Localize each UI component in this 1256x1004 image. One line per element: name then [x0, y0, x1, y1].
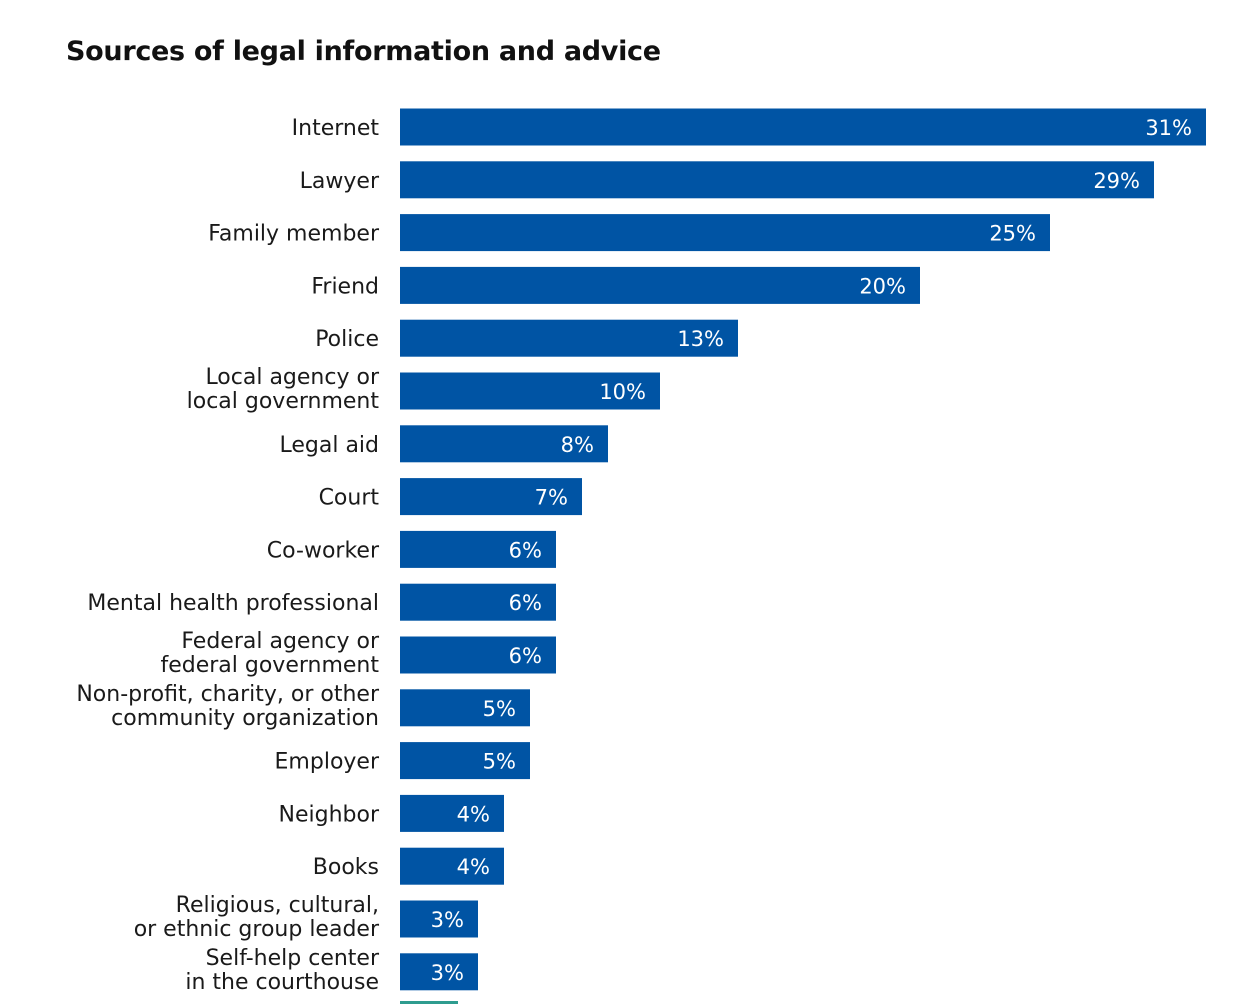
category-label-self-help-center-in-the-courthouse-line-2: in the courthouse	[185, 970, 379, 995]
bar-religious-cultural-or-ethnic-group-leader	[400, 900, 478, 938]
value-label-internet: 31%	[1145, 116, 1192, 140]
bar-non-profit-charity-or-other-community-organization	[400, 689, 530, 727]
value-label-family-member: 25%	[989, 222, 1036, 246]
category-label-neighbor: Neighbor	[279, 802, 380, 827]
category-label-family-member: Family member	[208, 222, 380, 247]
bar-co-worker	[400, 530, 556, 568]
bar-court	[400, 478, 582, 516]
bar-self-help-center-in-the-courthouse	[400, 953, 478, 991]
category-label-non-profit-charity-or-other-community-organization-line-2: community organization	[111, 706, 379, 731]
category-label-religious-cultural-or-ethnic-group-leader-line-1: Religious, cultural,	[176, 893, 379, 918]
value-label-self-help-center-in-the-courthouse: 3%	[431, 961, 464, 985]
category-label-federal-agency-or-federal-government-line-2: federal government	[160, 653, 379, 678]
bar-lawyer	[400, 161, 1154, 199]
category-label-local-agency-or-local-government-line-1: Local agency or	[205, 365, 380, 390]
bar-family-member	[400, 214, 1050, 252]
bar-federal-agency-or-federal-government	[400, 636, 556, 674]
category-label-self-help-center-in-the-courthouse-line-1: Self-help center	[206, 946, 380, 971]
category-label-court: Court	[319, 486, 380, 511]
category-label-books: Books	[313, 855, 379, 880]
category-label-internet: Internet	[292, 116, 380, 141]
category-label-religious-cultural-or-ethnic-group-leader-line-2: or ethnic group leader	[134, 917, 380, 942]
bar-legal-aid	[400, 425, 608, 463]
bar-local-agency-or-local-government	[400, 372, 660, 410]
value-label-employer: 5%	[483, 750, 516, 774]
category-label-legal-aid: Legal aid	[279, 433, 379, 458]
bar-mental-health-professional	[400, 583, 556, 621]
value-label-neighbor: 4%	[457, 802, 490, 826]
value-label-court: 7%	[535, 486, 568, 510]
cut-off-bar	[400, 1001, 458, 1004]
bar-employer	[400, 742, 530, 780]
bar-neighbor	[400, 794, 504, 832]
category-label-friend: Friend	[311, 274, 379, 299]
category-label-co-worker: Co-worker	[267, 538, 380, 563]
chart-title: Sources of legal information and advice	[66, 36, 661, 67]
value-label-lawyer: 29%	[1093, 169, 1140, 193]
bar-books	[400, 847, 504, 885]
value-label-non-profit-charity-or-other-community-organization: 5%	[483, 697, 516, 721]
value-label-friend: 20%	[859, 274, 906, 298]
category-label-local-agency-or-local-government-line-2: local government	[187, 389, 380, 414]
value-label-religious-cultural-or-ethnic-group-leader: 3%	[431, 908, 464, 932]
value-label-mental-health-professional: 6%	[509, 591, 542, 615]
category-label-employer: Employer	[275, 750, 380, 775]
value-label-federal-agency-or-federal-government: 6%	[509, 644, 542, 668]
bar-internet	[400, 108, 1206, 146]
value-label-books: 4%	[457, 855, 490, 879]
value-label-local-agency-or-local-government: 10%	[599, 380, 646, 404]
value-label-co-worker: 6%	[509, 538, 542, 562]
bar-police	[400, 319, 738, 357]
value-label-legal-aid: 8%	[561, 433, 594, 457]
category-label-non-profit-charity-or-other-community-organization-line-1: Non-profit, charity, or other	[76, 682, 380, 707]
category-label-mental-health-professional: Mental health professional	[87, 591, 379, 616]
bar-friend	[400, 266, 920, 304]
category-label-lawyer: Lawyer	[300, 169, 380, 194]
value-label-police: 13%	[677, 327, 724, 351]
category-label-federal-agency-or-federal-government-line-1: Federal agency or	[181, 629, 380, 654]
category-label-police: Police	[315, 327, 379, 352]
